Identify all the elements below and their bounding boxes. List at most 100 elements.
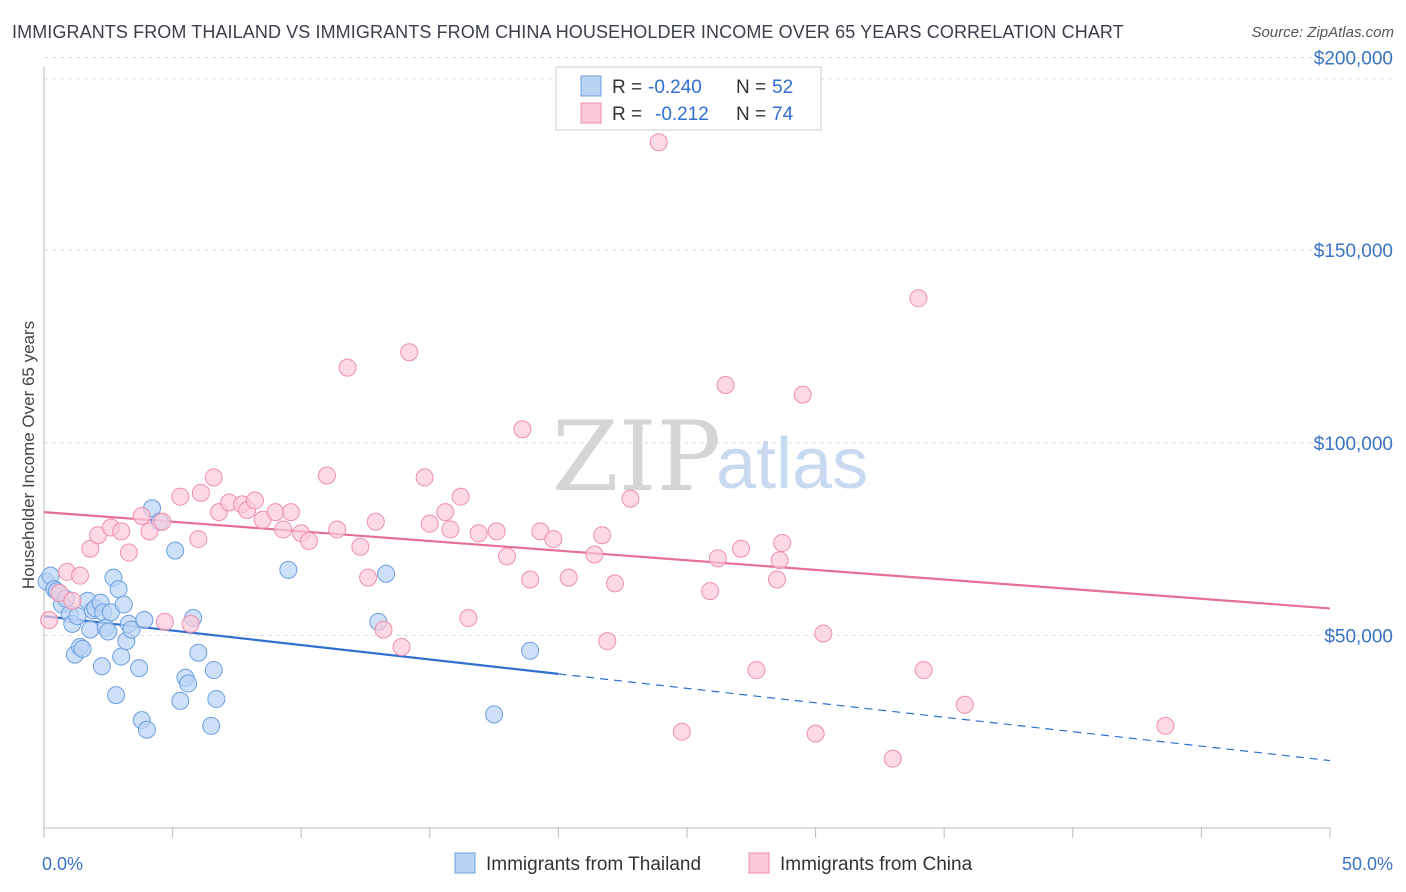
y-tick-label: $200,000 — [1314, 49, 1393, 70]
china-point — [281, 503, 300, 522]
china-trend-line — [43, 511, 1331, 610]
china-point — [366, 512, 385, 531]
series-legend-swatch-thailand — [454, 852, 476, 874]
china-point — [132, 506, 151, 525]
thailand-point — [68, 607, 87, 626]
y-tick-label: $150,000 — [1314, 241, 1393, 262]
legend-n-value-2: 74 — [772, 104, 794, 125]
y-axis-label: Householder Income Over 65 years — [19, 321, 38, 589]
china-point — [469, 524, 488, 543]
thailand-point — [521, 641, 540, 660]
y-tick-labels: $50,000 $100,000 $150,000 $200,000 — [1314, 49, 1393, 648]
china-point — [63, 591, 82, 610]
china-point — [374, 620, 393, 639]
china-point — [770, 551, 789, 570]
china-point — [245, 491, 264, 510]
china-point — [793, 385, 812, 404]
china-point — [181, 614, 200, 633]
chart-source: Source: ZipAtlas.com — [1251, 24, 1394, 41]
series-legend-label-china: Immigrants from China — [780, 854, 973, 875]
thailand-point — [73, 639, 92, 658]
china-point — [497, 547, 516, 566]
china-point — [605, 574, 624, 593]
legend-n-label-1: N = — [736, 77, 766, 98]
thailand-trend-line-extrapolated — [558, 673, 1331, 762]
china-point — [400, 343, 419, 362]
series-legend-label-thailand: Immigrants from Thailand — [486, 854, 701, 875]
china-point — [436, 503, 455, 522]
x-tick-label: 50.0% — [1342, 854, 1393, 874]
china-point — [459, 609, 478, 628]
china-point — [716, 375, 735, 394]
china-point — [598, 632, 617, 651]
china-point — [955, 695, 974, 714]
china-point — [883, 749, 902, 768]
china-point — [621, 489, 640, 508]
thailand-point — [202, 716, 221, 735]
china-point — [649, 133, 668, 152]
series-legend: Immigrants from Thailand Immigrants from… — [454, 852, 973, 875]
thailand-point — [99, 622, 118, 641]
china-point — [140, 522, 159, 541]
thailand-point — [179, 674, 198, 693]
thailand-point — [122, 620, 141, 639]
china-point — [81, 539, 100, 558]
legend-n-label-2: N = — [736, 104, 766, 125]
legend-r-value-2: -0.212 — [655, 104, 709, 125]
china-point — [420, 514, 439, 533]
y-tick-label: $50,000 — [1324, 626, 1393, 647]
china-point — [299, 531, 318, 550]
china-point — [909, 289, 928, 308]
china-point — [191, 483, 210, 502]
china-point — [40, 610, 59, 629]
thailand-point — [377, 564, 396, 583]
thailand-point — [130, 659, 149, 678]
y-tick-label: $100,000 — [1314, 434, 1393, 455]
china-point — [1156, 716, 1175, 735]
china-point — [328, 520, 347, 539]
thailand-point — [207, 689, 226, 708]
thailand-point — [81, 620, 100, 639]
china-point — [189, 530, 208, 549]
china-point — [317, 466, 336, 485]
china-point — [513, 420, 532, 439]
legend-swatch-china — [580, 102, 602, 124]
china-point — [593, 526, 612, 545]
china-point — [266, 503, 285, 522]
china-point — [544, 530, 563, 549]
china-point — [392, 637, 411, 656]
legend-r-label-1: R = — [612, 77, 642, 98]
thailand-point — [279, 560, 298, 579]
china-point — [71, 566, 90, 585]
china-point — [155, 612, 174, 631]
thailand-point — [189, 643, 208, 662]
correlation-legend: R = -0.240 N = 52 R = -0.212 N = 74 — [555, 66, 822, 131]
china-point — [441, 520, 460, 539]
china-point — [274, 520, 293, 539]
data-points — [37, 133, 1175, 768]
axes — [43, 67, 1331, 838]
legend-r-label-2: R = — [612, 104, 642, 125]
china-point — [814, 624, 833, 643]
china-point — [338, 358, 357, 377]
china-point — [204, 468, 223, 487]
china-point — [672, 722, 691, 741]
china-point — [701, 582, 720, 601]
china-point — [773, 533, 792, 552]
china-point — [914, 661, 933, 680]
china-point — [112, 522, 131, 541]
thailand-point — [137, 720, 156, 739]
thailand-point — [109, 580, 128, 599]
china-point — [359, 568, 378, 587]
thailand-point — [135, 610, 154, 629]
thailand-point — [112, 647, 131, 666]
thailand-point — [166, 541, 185, 560]
china-point — [415, 468, 434, 487]
china-point — [521, 570, 540, 589]
china-point — [747, 661, 766, 680]
china-point — [708, 549, 727, 568]
china-point — [585, 545, 604, 564]
china-point — [451, 487, 470, 506]
china-point — [732, 539, 751, 558]
